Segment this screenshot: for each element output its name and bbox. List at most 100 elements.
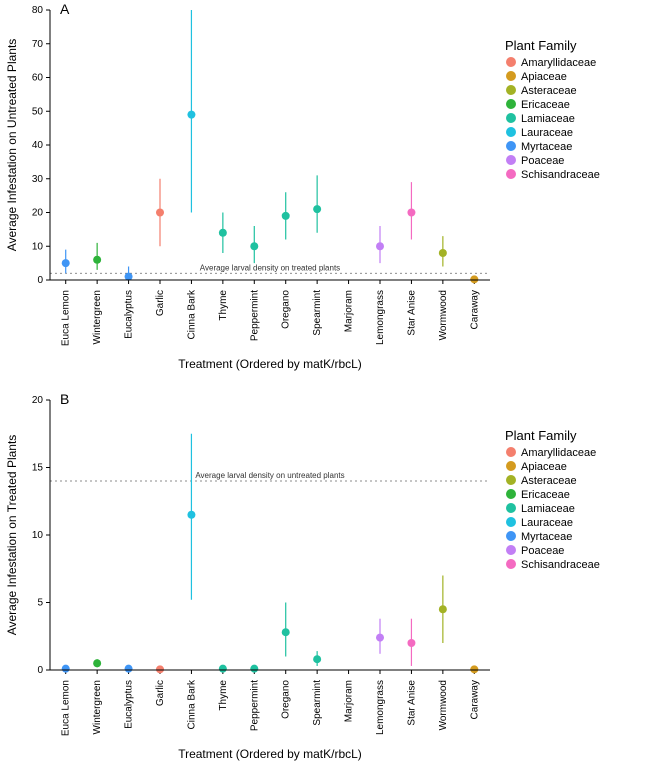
x-tick-label: Cinna Bark <box>186 289 197 339</box>
legend-item-label: Lamiaceae <box>521 503 575 515</box>
data-point <box>219 665 227 673</box>
legend-swatch <box>506 113 516 123</box>
svg-text:50: 50 <box>32 106 44 117</box>
legend: Plant FamilyAmaryllidaceaeApiaceaeAstera… <box>505 428 600 571</box>
legend-swatch <box>506 461 516 471</box>
x-tick-label: Oregano <box>281 680 292 719</box>
x-axis-label: Treatment (Ordered by matK/rbcL) <box>178 747 362 761</box>
data-point <box>250 242 258 250</box>
y-axis-label: Average Infestation on Untreated Plants <box>5 39 19 252</box>
x-tick-label: Thyme <box>218 680 229 711</box>
x-tick-label: Wormwood <box>438 680 449 730</box>
data-point <box>376 634 384 642</box>
panel-letter: B <box>60 391 69 407</box>
svg-text:0: 0 <box>37 275 43 286</box>
data-point <box>125 273 133 281</box>
legend-swatch <box>506 169 516 179</box>
data-point <box>93 659 101 667</box>
legend-swatch <box>506 531 516 541</box>
x-tick-label: Lemongrass <box>375 290 386 345</box>
x-tick-label: Star Anise <box>406 680 417 726</box>
svg-text:10: 10 <box>32 241 44 252</box>
legend-swatch <box>506 155 516 165</box>
x-tick-label: Oregano <box>281 290 292 329</box>
legend-swatch <box>506 127 516 137</box>
x-tick-label: Caraway <box>469 290 480 329</box>
reference-label: Average larval density on untreated plan… <box>195 471 344 480</box>
data-point <box>187 111 195 119</box>
legend-swatch <box>506 517 516 527</box>
legend-item-label: Ericaceae <box>521 489 570 501</box>
legend-swatch <box>506 71 516 81</box>
svg-text:0: 0 <box>37 665 43 676</box>
x-tick-label: Spearmint <box>312 290 323 336</box>
x-tick-label: Garlic <box>155 680 166 706</box>
data-point <box>156 665 164 673</box>
svg-text:15: 15 <box>32 463 44 474</box>
data-point <box>407 639 415 647</box>
legend-swatch <box>506 503 516 513</box>
legend-swatch <box>506 85 516 95</box>
svg-text:30: 30 <box>32 174 44 185</box>
x-tick-label: Cinna Bark <box>186 679 197 729</box>
legend-swatch <box>506 559 516 569</box>
svg-text:5: 5 <box>37 598 43 609</box>
x-tick-label: Caraway <box>469 680 480 719</box>
legend-item-label: Lauraceae <box>521 517 573 529</box>
legend-item-label: Lauraceae <box>521 127 573 139</box>
x-tick-label: Marjoram <box>344 680 355 722</box>
legend-item-label: Myrtaceae <box>521 141 572 153</box>
data-point <box>282 212 290 220</box>
legend-swatch <box>506 57 516 67</box>
x-tick-label: Euca Lemon <box>61 680 72 736</box>
data-point <box>407 209 415 217</box>
legend-item-label: Apiaceae <box>521 71 567 83</box>
reference-label: Average larval density on treated plants <box>200 263 340 272</box>
svg-text:60: 60 <box>32 73 44 84</box>
svg-text:70: 70 <box>32 39 44 50</box>
data-point <box>125 665 133 673</box>
x-tick-label: Peppermint <box>249 680 260 731</box>
data-point <box>313 655 321 663</box>
legend-swatch <box>506 447 516 457</box>
legend-title: Plant Family <box>505 38 577 53</box>
data-point <box>439 249 447 257</box>
x-tick-label: Eucalyptus <box>124 290 135 339</box>
panel-A: 01020304050607080Euca LemonWintergreenEu… <box>5 1 600 371</box>
x-axis-label: Treatment (Ordered by matK/rbcL) <box>178 357 362 371</box>
data-point <box>62 259 70 267</box>
data-point <box>250 665 258 673</box>
legend-item-label: Poaceae <box>521 155 564 167</box>
panel-B: 05101520Euca LemonWintergreenEucalyptusG… <box>5 391 600 761</box>
data-point <box>62 665 70 673</box>
legend-item-label: Amaryllidaceae <box>521 57 596 69</box>
x-tick-label: Peppermint <box>249 290 260 341</box>
legend-item-label: Schisandraceae <box>521 559 600 571</box>
y-axis-label: Average Infestation on Treated Plants <box>5 435 19 636</box>
legend-swatch <box>506 141 516 151</box>
legend-title: Plant Family <box>505 428 577 443</box>
svg-text:80: 80 <box>32 5 44 16</box>
data-point <box>470 665 478 673</box>
x-tick-label: Lemongrass <box>375 680 386 735</box>
legend-item-label: Amaryllidaceae <box>521 447 596 459</box>
data-point <box>187 511 195 519</box>
legend-swatch <box>506 475 516 485</box>
svg-text:40: 40 <box>32 140 44 151</box>
x-tick-label: Wormwood <box>438 290 449 340</box>
legend-item-label: Apiaceae <box>521 461 567 473</box>
data-point <box>439 605 447 613</box>
legend-swatch <box>506 489 516 499</box>
legend-swatch <box>506 99 516 109</box>
data-point <box>282 628 290 636</box>
x-tick-label: Marjoram <box>344 290 355 332</box>
x-tick-label: Star Anise <box>406 290 417 336</box>
panel-letter: A <box>60 1 70 17</box>
data-point <box>93 256 101 264</box>
legend-item-label: Schisandraceae <box>521 169 600 181</box>
svg-text:20: 20 <box>32 208 44 219</box>
x-tick-label: Spearmint <box>312 680 323 726</box>
legend-item-label: Ericaceae <box>521 99 570 111</box>
data-point <box>376 242 384 250</box>
x-tick-label: Garlic <box>155 290 166 316</box>
